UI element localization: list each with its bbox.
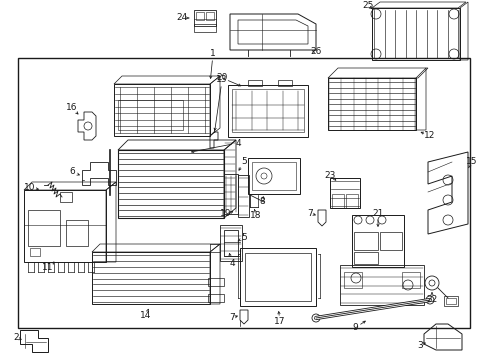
Bar	[240, 248, 315, 306]
Text: 22: 22	[426, 296, 437, 305]
Bar	[24, 190, 106, 262]
Bar	[224, 230, 238, 256]
Text: 8: 8	[259, 198, 264, 207]
Text: 19: 19	[220, 210, 231, 219]
Bar	[353, 232, 377, 250]
Bar	[327, 78, 415, 130]
Text: 26: 26	[310, 48, 321, 57]
Text: 6: 6	[69, 167, 75, 176]
Bar	[118, 100, 183, 130]
Text: 15: 15	[465, 158, 477, 166]
Text: 24: 24	[176, 13, 187, 22]
Bar	[224, 174, 238, 214]
Bar	[371, 8, 459, 60]
Bar	[339, 265, 423, 305]
Bar	[207, 294, 224, 302]
Bar	[194, 24, 216, 32]
Bar	[66, 220, 88, 246]
Bar	[278, 80, 291, 86]
Text: 16: 16	[66, 104, 78, 112]
Text: 5: 5	[241, 234, 246, 243]
Bar	[220, 225, 242, 261]
Text: 2: 2	[13, 333, 19, 342]
Text: 3: 3	[416, 341, 422, 350]
Text: 14: 14	[140, 311, 151, 320]
Text: 9: 9	[351, 324, 357, 333]
Text: 13: 13	[216, 76, 227, 85]
Bar	[205, 12, 214, 20]
Bar	[118, 150, 224, 218]
Bar	[343, 272, 361, 288]
Bar	[92, 252, 209, 304]
Bar	[231, 89, 304, 132]
Bar	[207, 278, 224, 286]
Bar	[251, 162, 295, 190]
Bar	[351, 215, 403, 267]
Text: 21: 21	[371, 208, 383, 217]
Bar	[18, 58, 469, 328]
Text: 12: 12	[424, 131, 435, 140]
Bar	[379, 232, 401, 250]
Text: 23: 23	[324, 171, 335, 180]
Bar	[445, 298, 455, 304]
Bar	[244, 253, 310, 301]
Bar	[346, 194, 357, 208]
Bar	[443, 296, 457, 306]
Text: 25: 25	[362, 1, 373, 10]
Bar	[353, 252, 377, 264]
Text: 20: 20	[216, 73, 227, 82]
Bar	[227, 85, 307, 137]
Bar	[30, 248, 40, 256]
Bar	[401, 272, 419, 288]
Text: 17: 17	[274, 318, 285, 327]
Bar	[60, 192, 72, 202]
Text: 1: 1	[210, 49, 215, 58]
Text: 10: 10	[24, 184, 36, 193]
Text: 7: 7	[306, 208, 312, 217]
Bar	[247, 80, 262, 86]
Bar	[28, 210, 60, 246]
Text: 5: 5	[241, 158, 246, 166]
Bar	[331, 194, 343, 208]
Bar	[194, 10, 216, 26]
Text: 4: 4	[235, 139, 240, 148]
Text: 7: 7	[229, 314, 234, 323]
Bar	[238, 175, 248, 217]
Bar	[114, 84, 209, 136]
Bar	[329, 178, 359, 208]
Bar	[247, 158, 299, 194]
Text: 18: 18	[250, 211, 261, 220]
Bar	[196, 12, 203, 20]
Text: 11: 11	[42, 264, 54, 273]
Text: 4: 4	[229, 258, 234, 267]
